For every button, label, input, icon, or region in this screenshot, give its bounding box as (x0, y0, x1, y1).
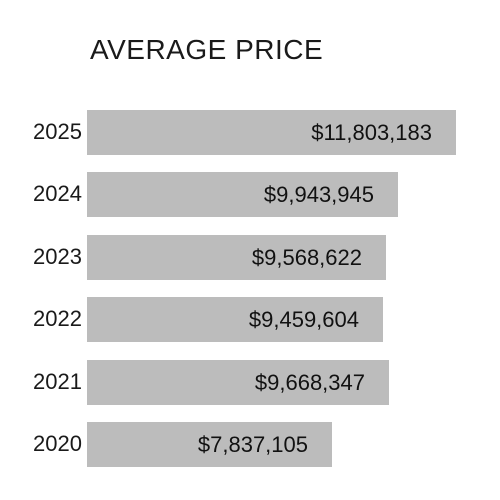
bar-2021 (87, 359, 389, 405)
bar-value-label-2023: $9,568,622 (251, 244, 362, 270)
category-label-2025: 2025 (33, 119, 82, 144)
bar-2024 (87, 172, 398, 218)
category-label-2023: 2023 (33, 243, 82, 269)
chart-title: AVERAGE PRICE (90, 34, 324, 65)
bar-2025 (87, 110, 456, 155)
bar-2022 (87, 297, 383, 343)
bar-value-label-2022: $9,459,604 (248, 307, 359, 333)
bar-2023 (87, 234, 386, 280)
bar-value-label-2021: $9,668,347 (254, 369, 365, 395)
category-label-2021: 2021 (33, 368, 82, 394)
category-label-2020: 2020 (33, 431, 82, 456)
category-label-2024: 2024 (33, 181, 82, 207)
category-label-2022: 2022 (33, 306, 82, 332)
bar-2020 (87, 422, 332, 467)
bar-value-label-2025: $11,803,183 (311, 120, 432, 145)
bar-value-label-2024: $9,943,945 (263, 182, 374, 208)
bar-value-label-2020: $7,837,105 (197, 432, 308, 457)
